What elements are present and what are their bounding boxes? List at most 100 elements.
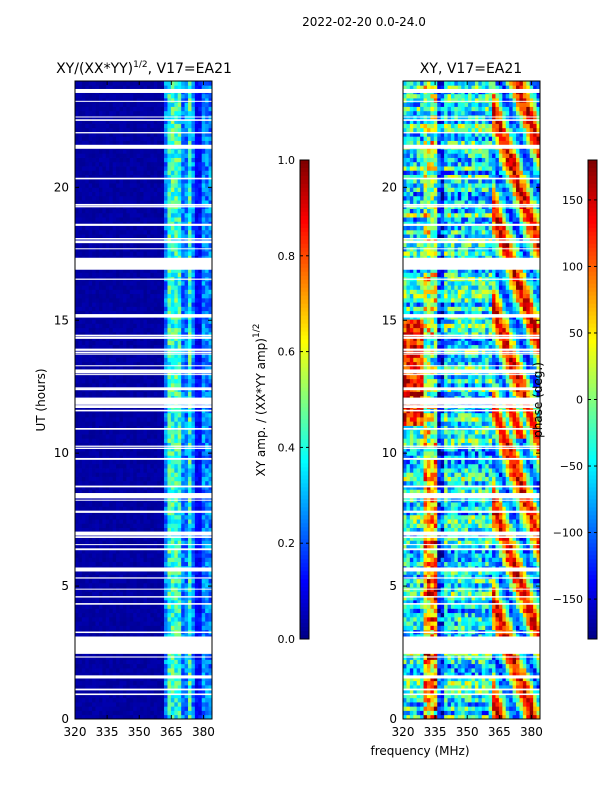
amp-heat-cell — [105, 476, 110, 482]
amp-heat-cell — [184, 714, 189, 720]
amp-heat-cell — [174, 455, 179, 460]
amp-heat-cell — [174, 684, 179, 690]
amp-heat-cell — [191, 582, 196, 588]
amp-heat-cell — [116, 191, 120, 197]
amp-heat-cell — [174, 225, 179, 231]
amp-heat-cell — [109, 319, 114, 324]
amp-heat-cell — [122, 217, 127, 222]
amp-heat-cell — [170, 667, 175, 673]
amp-heat-cell — [98, 485, 103, 490]
amp-heat-cell — [112, 425, 117, 431]
amp-heat-cell — [75, 310, 79, 316]
amp-heat-cell — [205, 391, 209, 397]
amp-heat-cell — [85, 561, 90, 567]
amp-heat-cell — [205, 553, 209, 558]
amp-heat-cell — [129, 570, 134, 575]
amp-heat-cell — [164, 327, 168, 333]
amp-heat-cell — [181, 327, 185, 333]
amp-heat-cell — [205, 378, 209, 384]
amp-heat-cell — [201, 506, 206, 511]
amp-heat-cell — [194, 659, 199, 665]
amp-heat-cell — [191, 506, 196, 511]
amp-heat-cell — [116, 625, 120, 631]
amp-heat-cell — [188, 519, 192, 524]
amp-heat-cell — [133, 234, 138, 239]
amp-heat-cell — [122, 429, 127, 435]
amp-heat-cell — [198, 578, 203, 584]
amp-heat-cell — [136, 676, 141, 682]
amp-heat-cell — [85, 429, 90, 435]
amp-heat-cell — [133, 378, 138, 384]
amp-heat-cell — [201, 536, 206, 541]
amp-heat-cell — [92, 672, 96, 677]
amp-heat-cell — [181, 591, 185, 597]
amp-heat-cell — [78, 353, 83, 358]
amp-heat-cell — [157, 599, 162, 605]
amp-heat-cell — [157, 438, 162, 443]
amp-heat-cell — [188, 297, 192, 303]
amp-heat-cell — [164, 200, 168, 205]
amp-heat-cell — [205, 344, 209, 350]
amp-heat-cell — [105, 280, 110, 286]
amp-heat-cell — [81, 272, 86, 278]
amp-heat-cell — [109, 272, 114, 278]
amp-heat-cell — [136, 557, 141, 563]
amp-heat-cell — [208, 591, 213, 597]
amp-heat-cell — [188, 455, 192, 460]
amp-heat-cell — [153, 612, 158, 618]
amp-heat-cell — [157, 221, 162, 227]
amp-heat-cell — [198, 442, 203, 448]
amp-heat-cell — [194, 625, 199, 631]
amp-heat-cell — [122, 523, 127, 528]
amp-heat-cell — [177, 438, 182, 443]
amp-heat-cell — [188, 502, 192, 507]
amp-heat-cell — [105, 519, 110, 524]
amp-heat-cell — [208, 523, 213, 528]
amp-heat-cell — [95, 306, 100, 312]
amp-heat-cell — [133, 289, 138, 295]
amp-heat-cell — [95, 310, 100, 316]
amp-heat-cell — [122, 604, 127, 609]
amp-heat-cell — [133, 293, 138, 299]
amp-heat-cell — [164, 374, 168, 380]
amp-heat-cell — [150, 323, 155, 329]
amp-heat-cell — [126, 680, 131, 686]
amp-heat-cell — [85, 438, 90, 443]
amp-heat-cell — [98, 272, 103, 278]
amp-heat-cell — [133, 557, 138, 563]
amp-heat-cell — [85, 510, 90, 516]
amp-heat-cell — [191, 293, 196, 299]
amp-heat-cell — [188, 548, 192, 554]
amp-heat-cell — [95, 676, 100, 682]
amp-heat-cell — [143, 599, 148, 605]
amp-heat-cell — [109, 710, 114, 716]
amp-heat-cell — [208, 676, 213, 682]
amp-heat-cell — [133, 451, 138, 456]
amp-heat-cell — [122, 684, 127, 690]
amp-heat-cell — [205, 604, 209, 609]
amp-heat-cell — [88, 570, 93, 575]
amp-heat-cell — [184, 527, 189, 533]
amp-heat-cell — [164, 306, 168, 312]
amp-heat-cell — [85, 365, 90, 371]
amp-heat-cell — [184, 557, 189, 563]
amp-heat-cell — [188, 612, 192, 618]
amp-heat-cell — [208, 285, 213, 290]
amp-heat-cell — [146, 574, 151, 580]
amp-heat-cell — [102, 476, 107, 482]
amp-heat-cell — [78, 327, 83, 333]
amp-heat-cell — [75, 212, 79, 218]
amp-heat-cell — [105, 680, 110, 686]
amp-heat-cell — [102, 374, 107, 380]
amp-heat-cell — [188, 348, 192, 354]
amp-heat-cell — [188, 280, 192, 286]
amp-heat-cell — [126, 391, 131, 397]
amp-heat-cell — [164, 302, 168, 307]
amp-heat-cell — [153, 242, 158, 248]
amp-heat-cell — [122, 221, 127, 227]
amp-heat-cell — [105, 612, 110, 618]
amp-heat-cell — [126, 697, 131, 703]
amp-heat-cell — [92, 553, 96, 558]
amp-heat-cell — [102, 612, 107, 618]
amp-heat-cell — [205, 234, 209, 239]
